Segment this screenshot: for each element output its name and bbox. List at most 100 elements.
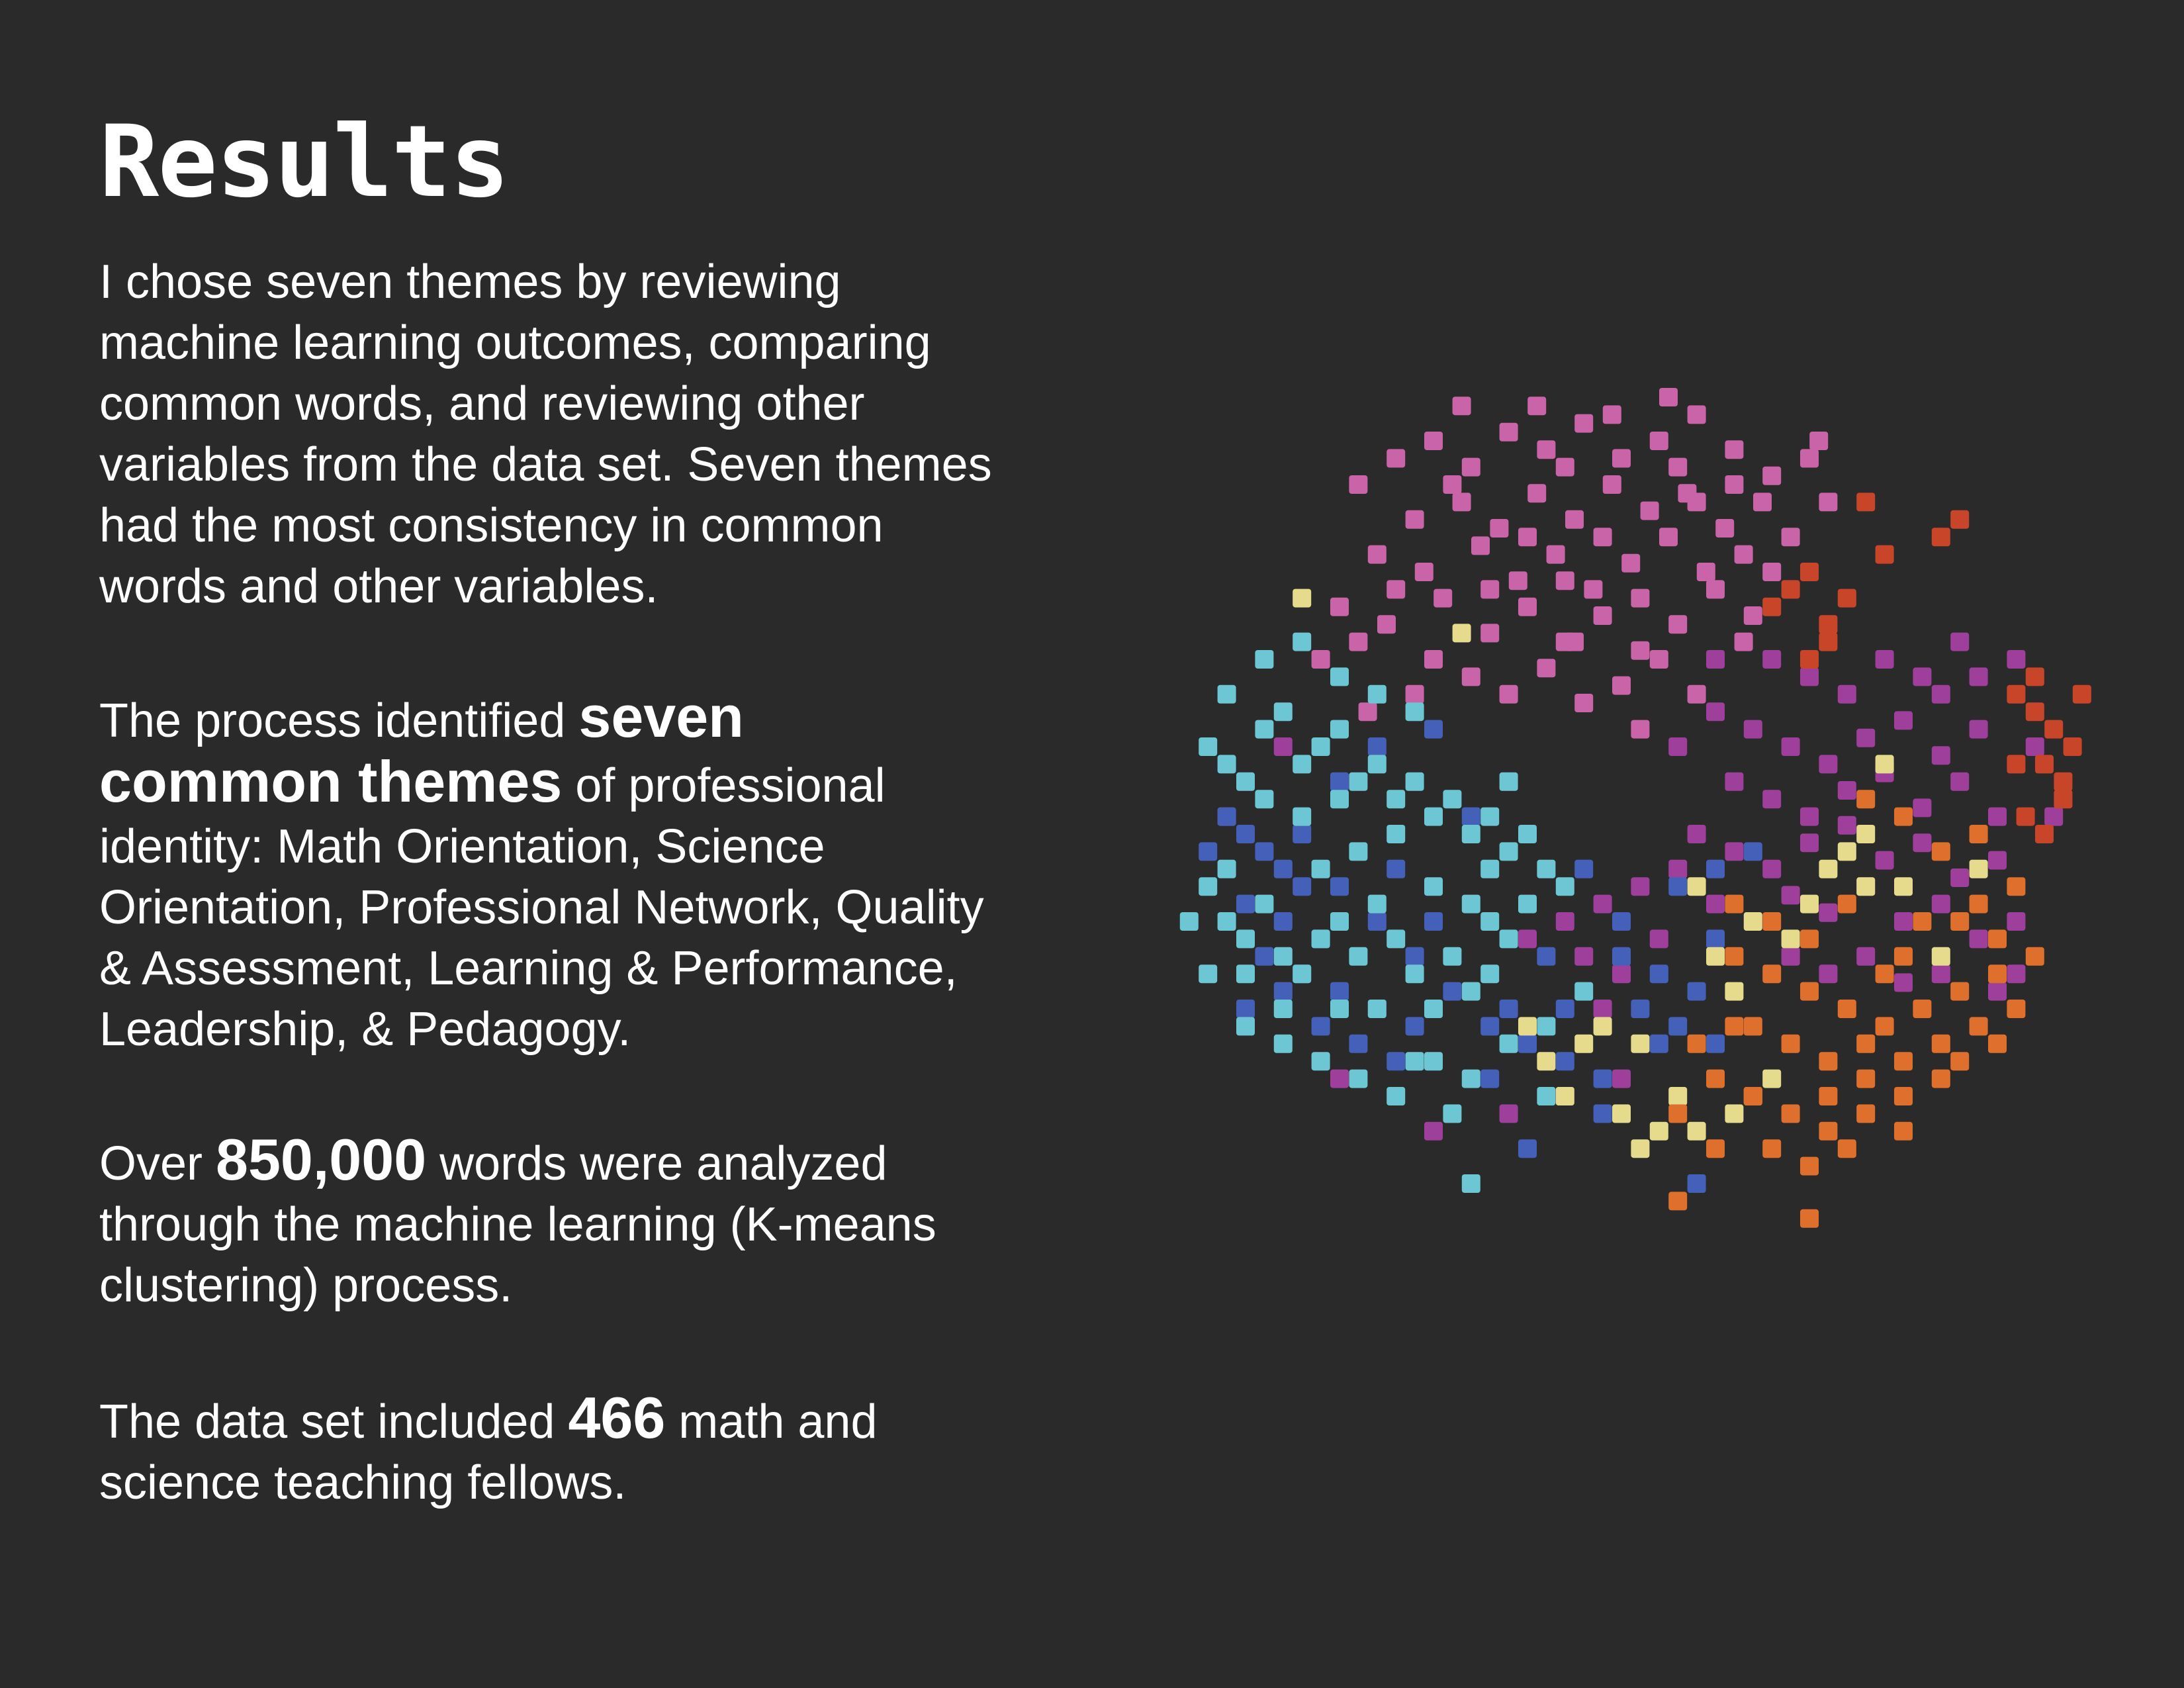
scatter-point [1293,964,1312,984]
scatter-point [1725,894,1744,914]
scatter-point [1612,449,1631,468]
scatter-point [1311,1017,1330,1036]
scatter-point [1433,588,1453,608]
scatter-point [1555,1000,1574,1018]
scatter-point [1424,807,1443,826]
scatter-point [1725,947,1744,966]
scatter-point [1668,1087,1688,1105]
scatter-point [1631,1139,1650,1158]
scatter-point [1819,492,1838,512]
scatter-point [1819,903,1838,922]
scatter-point [1800,833,1819,853]
scatter-point [1293,807,1312,826]
scatter-point [1837,781,1856,800]
scatter-point [1668,1192,1688,1211]
scatter-point [1424,1052,1443,1071]
scatter-point [1781,1034,1800,1053]
scatter-point [1762,1069,1782,1088]
scatter-point [1555,1087,1574,1105]
scatter-point [1950,912,1970,931]
scatter-point [1969,720,1988,739]
scatter-point [1405,684,1424,704]
scatter-point [1273,702,1293,722]
scatter-point [1800,982,1819,1001]
scatter-point [1725,772,1744,791]
scatter-point [1894,1087,1913,1105]
scatter-point [2007,964,2026,984]
scatter-point [1706,702,1725,722]
scatter-point [1725,842,1744,861]
scatter-point [1461,807,1480,826]
scatter-point [1725,982,1744,1001]
scatter-point [1856,947,1876,966]
scatter-point [2063,737,2082,756]
scatter-point [1602,475,1621,494]
scatter-point [1367,912,1387,931]
scatter-point [1199,964,1218,984]
scatter-point [1800,929,1819,949]
scatter-point [1255,947,1274,966]
scatter-point [1387,580,1406,599]
scatter-point [1405,964,1424,984]
scatter-point [2007,755,2026,774]
scatter-point [1969,929,1988,949]
scatter-point [1584,580,1603,599]
scatter-point [1875,851,1894,870]
scatter-point [1931,528,1950,547]
scatter-point [1377,615,1396,634]
scatter-series-5 [1293,588,1988,1158]
scatter-point [1452,397,1471,416]
scatter-point [1706,894,1725,914]
intro-paragraph: I chose seven themes by reviewing machin… [99,256,992,613]
scatter-point [1837,842,1856,861]
scatter-point [1330,877,1349,896]
scatter-point [1555,912,1574,931]
scatter-point [1565,632,1584,651]
scatter-point [1593,606,1612,625]
scatter-point [1819,1052,1838,1071]
scatter-series-3 [1199,720,1762,1193]
scatter-point [1311,929,1330,949]
scatter-series-2 [1762,492,2091,843]
scatter-point [1480,1017,1500,1036]
scatter-point [1349,842,1368,861]
scatter-point [1414,563,1433,581]
scatter-point [2007,877,2026,896]
scatter-point [1293,825,1312,843]
scatter-point [1330,1000,1349,1018]
scatter-point [1687,982,1706,1001]
scatter-point [1706,1069,1725,1088]
scatter-point [1217,684,1236,704]
scatter-point [1499,772,1518,791]
scatter-point [1387,825,1406,843]
scatter-point [1499,684,1518,704]
scatter-point [1405,772,1424,791]
scatter-point [1480,859,1500,878]
scatter-point [1537,947,1556,966]
scatter-point [1687,825,1706,843]
scatter-point [1518,825,1537,843]
scatter-point [1330,1069,1349,1088]
scatter-point [1875,545,1894,564]
scatter-point [1518,1017,1537,1036]
scatter-point [1593,1104,1612,1123]
scatter-point [1640,501,1659,520]
scatter-point [1734,632,1753,651]
scatter-point [1762,859,1782,878]
scatter-point [1255,650,1274,669]
scatter-point [2007,912,2026,931]
scatter-point [1527,484,1547,503]
scatter-point [1762,964,1782,984]
scatter-point [1969,667,1988,686]
scatter-point [1555,1052,1574,1071]
scatter-point [1894,807,1913,826]
scatter-point [1668,615,1688,634]
scatter-point [1255,894,1274,914]
scatter-point [1743,912,1762,931]
scatter-point [1330,667,1349,686]
scatter-point [1800,650,1819,669]
scatter-point [1593,1069,1612,1088]
scatter-point [1593,1017,1612,1036]
scatter-point [1217,807,1236,826]
scatter-point [1311,650,1330,669]
